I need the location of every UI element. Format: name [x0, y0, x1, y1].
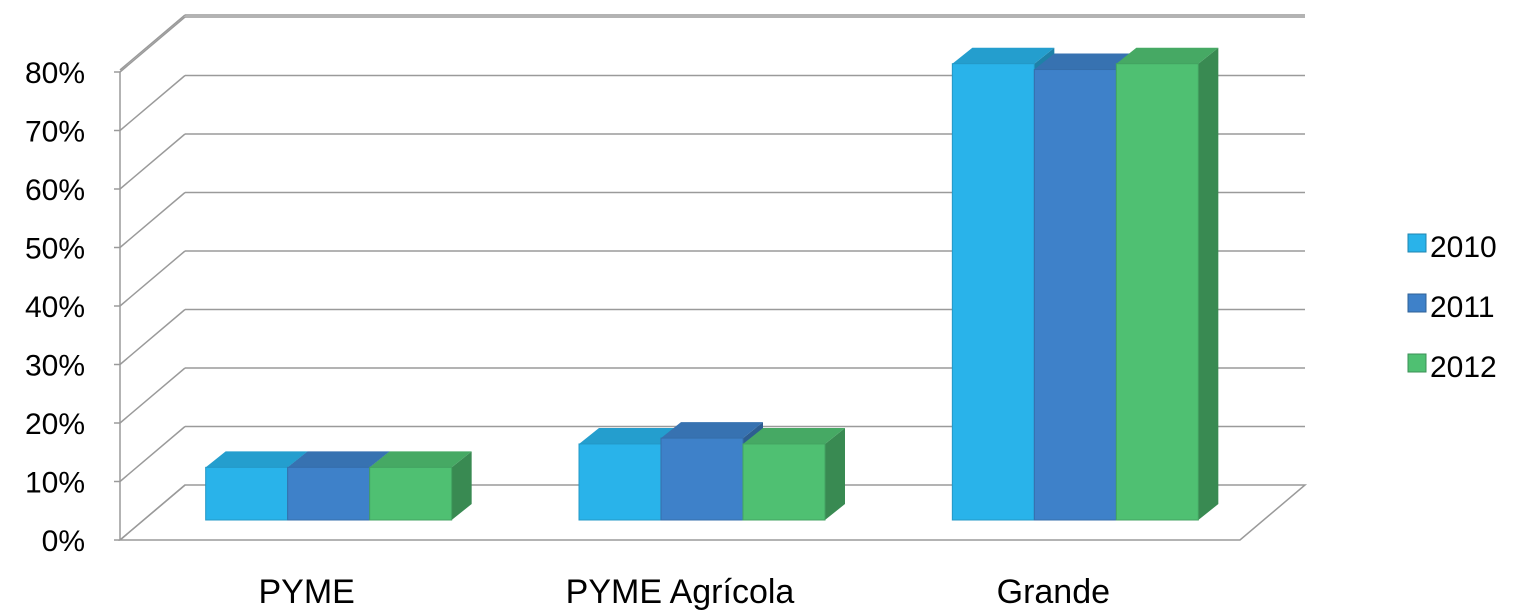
y-tick-label: 50%	[25, 233, 85, 266]
bar-top	[1116, 47, 1219, 64]
y-tick-label: 40%	[25, 291, 85, 324]
bars	[205, 47, 1219, 521]
y-tick-label: 0%	[42, 525, 85, 558]
bar-top	[743, 427, 845, 444]
gridline-side	[119, 191, 186, 249]
y-tick-label: 20%	[25, 408, 85, 441]
bar-top	[579, 427, 681, 444]
bar	[742, 427, 845, 521]
legend-item: 2011	[1407, 291, 1495, 324]
gridline-side	[119, 308, 186, 366]
bar-front	[205, 466, 289, 521]
gridline-side	[119, 16, 186, 73]
legend-label: 2012	[1430, 351, 1497, 384]
gridline-side	[119, 367, 186, 424]
y-tick-label: 80%	[25, 57, 85, 90]
legend-label: 2011	[1430, 291, 1495, 324]
bar-top	[287, 451, 390, 468]
bar-front	[742, 443, 826, 521]
y-tick-label: 10%	[25, 467, 85, 500]
legend-swatch	[1407, 293, 1427, 313]
x-tick-label: Grande	[997, 573, 1110, 611]
bar-front	[578, 443, 662, 521]
bar-top	[205, 451, 308, 468]
y-tick-label: 30%	[25, 350, 85, 383]
gridline-side	[119, 133, 186, 190]
y-tick-label: 60%	[25, 174, 85, 207]
gridline-side	[119, 250, 186, 307]
legend-label: 2010	[1430, 231, 1497, 264]
bar-front	[1115, 63, 1199, 521]
legend: 2010 2011 2012	[1407, 231, 1497, 384]
bar	[369, 451, 472, 521]
y-axis: 0% 10% 20% 30% 40% 50% 60% 70% 80%	[25, 57, 121, 558]
bar	[1115, 47, 1219, 521]
y-tick-label: 70%	[25, 116, 85, 149]
bar-top	[369, 451, 472, 468]
chart-floor	[117, 484, 1308, 541]
gridline-side	[119, 425, 186, 483]
legend-item: 2010	[1407, 231, 1497, 264]
bar-front	[287, 466, 371, 521]
legend-item: 2012	[1407, 351, 1497, 384]
bar-side	[451, 451, 472, 520]
bar-front	[1033, 69, 1117, 521]
bar-top	[661, 422, 763, 439]
chart-walls	[119, 14, 1305, 71]
x-tick-label: PYME	[258, 573, 354, 611]
bar-side	[1198, 47, 1219, 520]
x-tick-label: PYME Agrícola	[566, 573, 795, 611]
bar-front	[369, 466, 453, 521]
bar-top	[1034, 53, 1137, 70]
bar-side	[825, 427, 845, 520]
bar-front	[660, 437, 744, 521]
legend-swatch	[1407, 353, 1427, 373]
x-axis: PYME PYME Agrícola Grande	[258, 573, 1110, 611]
legend-swatch	[1407, 233, 1427, 253]
bar-front	[951, 63, 1035, 521]
side-wall-top-edge	[119, 14, 186, 71]
gridline-side	[119, 74, 186, 132]
bar-top	[952, 47, 1055, 64]
